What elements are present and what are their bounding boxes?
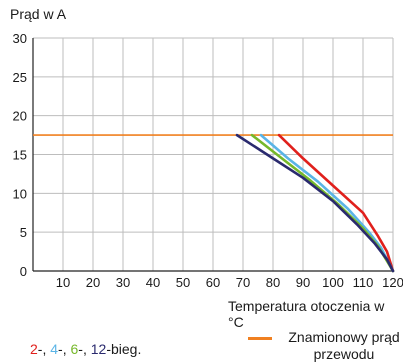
legend-series-2: 2 xyxy=(30,341,38,357)
x-tick-label: 80 xyxy=(266,275,280,290)
legend-series-6: 6 xyxy=(70,341,79,357)
axes xyxy=(32,38,393,272)
series-legend: 2-, 4-, 6-, 12-bieg. xyxy=(30,341,142,357)
x-axis-label: Temperatura otoczenia w °C xyxy=(228,298,385,330)
rated-current-swatch xyxy=(248,337,272,340)
y-tick-label: 10 xyxy=(13,186,27,201)
rated-current-label: Znamionowy prąd przewodu xyxy=(288,329,400,362)
y-tick-label: 30 xyxy=(13,31,27,46)
series-line-2 xyxy=(277,133,395,273)
x-tick-label: 30 xyxy=(116,275,130,290)
x-tick-label: 60 xyxy=(206,275,220,290)
x-tick-label: 50 xyxy=(176,275,190,290)
series-lines xyxy=(235,133,395,273)
legend-series-4: 4 xyxy=(50,341,59,357)
tick-labels: 10 20 30 40 50 60 70 80 90 100 110 120 0 5 10 15 20 25 30 xyxy=(13,31,403,290)
legend-series-12: 12 xyxy=(90,341,107,357)
y-tick-label: 25 xyxy=(13,70,27,85)
x-tick-label: 10 xyxy=(56,275,70,290)
x-tick-label: 90 xyxy=(296,275,310,290)
series-line-12 xyxy=(235,133,395,273)
series-line-4 xyxy=(259,133,395,273)
y-tick-label: 15 xyxy=(13,148,27,163)
x-tick-label: 110 xyxy=(353,275,374,290)
y-tick-label: 5 xyxy=(20,225,27,240)
y-tick-label: 0 xyxy=(20,264,27,279)
x-tick-label: 20 xyxy=(86,275,100,290)
y-tick-label: 20 xyxy=(13,109,27,124)
x-tick-label: 100 xyxy=(322,275,344,290)
x-tick-label: 40 xyxy=(146,275,160,290)
x-tick-label: 70 xyxy=(236,275,250,290)
y-axis-label: Prąd w A xyxy=(10,6,67,22)
x-tick-label: 120 xyxy=(382,275,403,290)
grid xyxy=(33,37,394,272)
legend-suffix: bieg. xyxy=(111,341,142,357)
